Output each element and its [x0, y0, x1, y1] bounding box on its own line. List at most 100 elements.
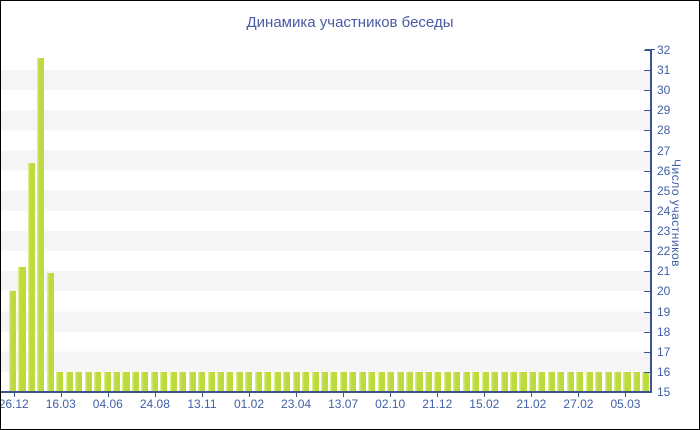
y-tick [644, 291, 651, 293]
bar [538, 371, 546, 392]
bar [235, 371, 243, 392]
bar [358, 371, 366, 392]
bar [18, 267, 26, 392]
x-tick [531, 393, 533, 397]
x-tick [201, 393, 203, 397]
x-tick [390, 393, 392, 397]
bar [179, 371, 187, 392]
x-tick [107, 393, 109, 397]
x-tick-label: 24.08 [139, 397, 170, 411]
x-tick-label: 13.11 [187, 397, 217, 411]
bar [387, 371, 395, 392]
x-tick [484, 393, 486, 397]
bar [84, 371, 92, 392]
y-tick-label: 17 [657, 344, 671, 359]
y-tick [644, 150, 651, 152]
bar [112, 371, 121, 392]
x-tick [13, 393, 15, 397]
bar [27, 162, 35, 392]
bar [131, 371, 139, 392]
bar [339, 371, 347, 392]
y-tick [644, 170, 651, 172]
y-tick [644, 70, 651, 72]
bar [141, 371, 149, 392]
y-tick-label: 31 [657, 63, 671, 78]
bar [292, 371, 300, 392]
x-tick-label: 04.06 [92, 397, 123, 411]
y-tick-label: 20 [657, 284, 671, 299]
y-tick [644, 311, 651, 313]
bar [216, 371, 225, 392]
bar [273, 371, 281, 392]
bar [150, 371, 158, 392]
bar [103, 371, 111, 392]
bar [377, 371, 385, 392]
y-tick [644, 371, 651, 373]
bar [614, 371, 622, 392]
y-tick [644, 392, 651, 393]
bar [424, 371, 432, 392]
y-tick-label: 25 [657, 183, 671, 198]
x-tick-label: 02.10 [375, 397, 406, 411]
bar [264, 371, 272, 392]
y-tick-label: 27 [657, 143, 671, 158]
y-tick [644, 130, 651, 132]
bar [547, 371, 555, 392]
y-tick [644, 251, 651, 253]
y-tick-label: 24 [657, 203, 671, 218]
bar [198, 371, 206, 392]
y-tick-label: 18 [657, 324, 671, 339]
chart-title: Динамика участников беседы [246, 14, 454, 31]
y-tick [644, 90, 651, 92]
x-tick-label: 05.03 [610, 397, 641, 411]
y-tick [644, 190, 651, 192]
bar [37, 58, 45, 392]
bar [595, 371, 603, 392]
bar [585, 371, 593, 392]
bar [9, 291, 17, 392]
bar [472, 371, 480, 392]
x-tick-label: 21.02 [516, 397, 547, 411]
x-tick [296, 393, 298, 397]
x-tick [578, 393, 580, 397]
y-axis-line [650, 49, 652, 393]
y-tick [644, 331, 651, 333]
bar [65, 371, 73, 392]
bar [642, 371, 650, 392]
x-tick-label: 13.07 [328, 397, 359, 411]
bar [330, 371, 338, 392]
y-tick [644, 231, 651, 233]
y-axis-title: Число участников [669, 159, 683, 268]
bar [406, 371, 414, 392]
bar [491, 371, 499, 392]
bar [396, 371, 404, 392]
y-tick-label: 22 [657, 244, 671, 259]
bar [311, 371, 319, 392]
bar [56, 371, 64, 392]
bar [453, 371, 461, 392]
bar [160, 371, 168, 392]
bar [302, 371, 310, 392]
x-tick-label: 16.03 [45, 397, 76, 411]
bar [320, 371, 329, 392]
x-axis-line [1, 391, 652, 393]
bar [226, 371, 234, 392]
y-tick [644, 210, 651, 212]
y-tick [644, 351, 651, 353]
x-tick-label: 23.04 [281, 397, 312, 411]
bar [443, 371, 451, 392]
y-tick-label: 29 [657, 103, 671, 118]
y-tick-label: 26 [657, 163, 671, 178]
bar [254, 371, 262, 392]
y-tick [644, 50, 651, 51]
x-tick [437, 393, 439, 397]
x-tick [60, 393, 62, 397]
y-tick-label: 30 [657, 83, 671, 98]
x-tick-label: 15.02 [469, 397, 500, 411]
bar [557, 371, 565, 392]
y-tick-label: 32 [657, 43, 671, 57]
bar [519, 371, 527, 392]
bar [368, 371, 376, 392]
bar [283, 371, 291, 392]
